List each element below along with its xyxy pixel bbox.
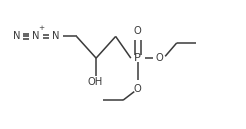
- Text: O: O: [134, 84, 141, 94]
- Text: +: +: [38, 25, 45, 31]
- Text: O: O: [134, 26, 141, 36]
- Text: N: N: [52, 31, 60, 41]
- Text: P: P: [134, 53, 141, 63]
- Text: N: N: [13, 31, 20, 41]
- Text: O: O: [156, 53, 164, 63]
- Text: OH: OH: [87, 77, 103, 87]
- Text: N: N: [32, 31, 40, 41]
